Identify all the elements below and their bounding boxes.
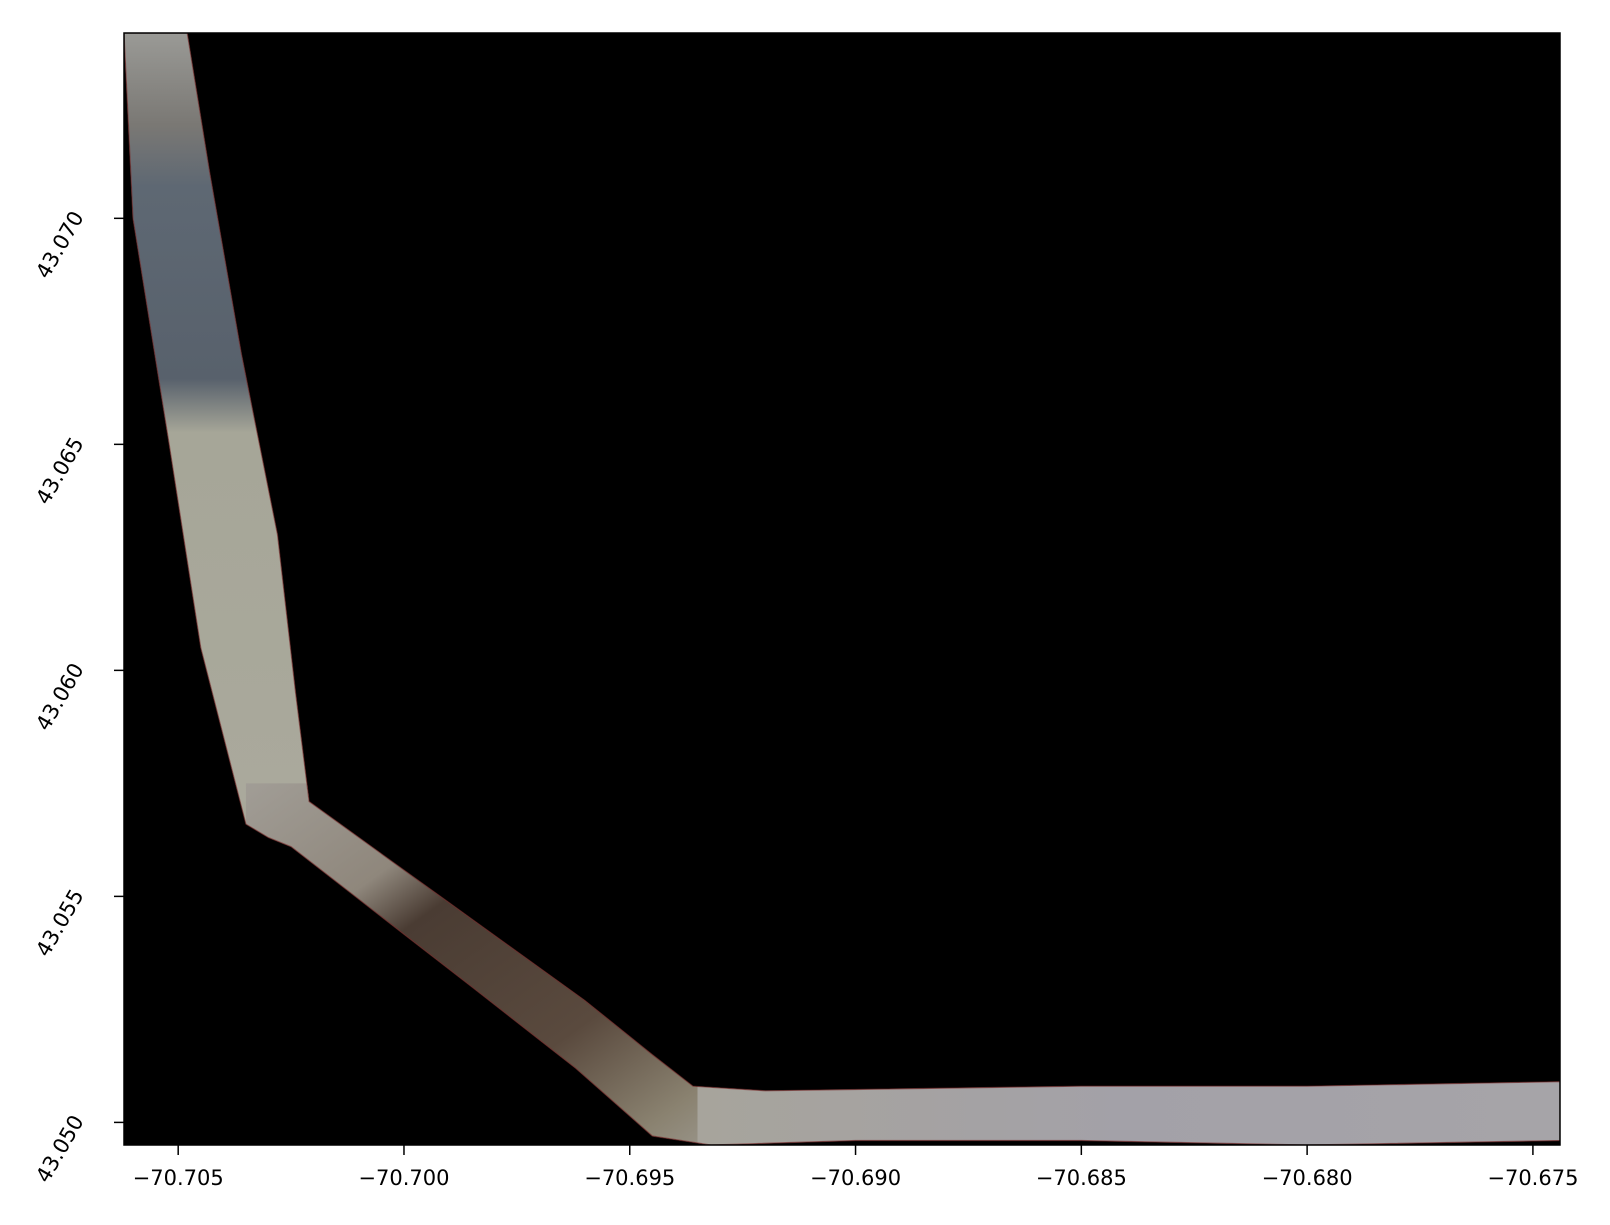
map-axes: −70.705 −70.700 −70.695 −70.690 −70.685 −70.6…: [31, 32, 1578, 1190]
x-axis: −70.705 −70.700 −70.695 −70.690 −70.685 −70.6…: [133, 1145, 1578, 1190]
x-tick-label: −70.680: [1262, 1166, 1353, 1190]
y-tick-label: 43.050: [31, 1111, 89, 1187]
x-tick-label: −70.705: [133, 1166, 224, 1190]
map-background: [124, 33, 1560, 1145]
x-tick-label: −70.700: [358, 1166, 449, 1190]
x-tick-label: −70.685: [1036, 1166, 1127, 1190]
y-tick-label: 43.070: [31, 207, 89, 283]
x-tick-label: −70.675: [1487, 1166, 1578, 1190]
x-tick-label: −70.695: [584, 1166, 675, 1190]
x-tick-label: −70.690: [810, 1166, 901, 1190]
y-tick-label: 43.065: [31, 433, 89, 509]
y-tick-label: 43.060: [31, 659, 89, 735]
y-tick-label: 43.055: [31, 885, 89, 961]
swath-edge: [124, 33, 1560, 1145]
map-frame: [123, 32, 1561, 1146]
y-axis: 43.050 43.055 43.060 43.065 43.070: [31, 207, 124, 1187]
